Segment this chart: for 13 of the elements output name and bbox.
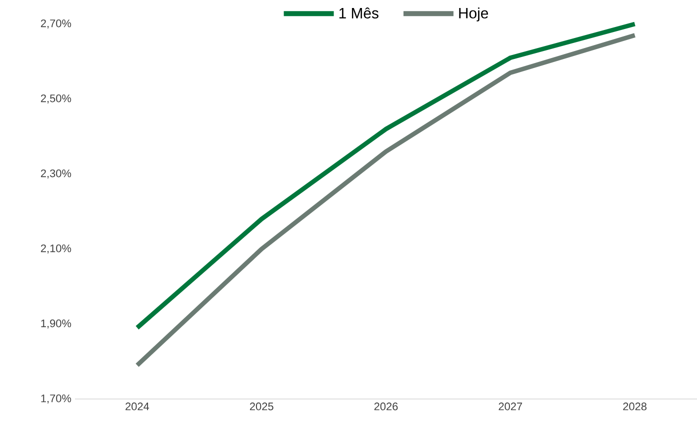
- x-tick-label: 2024: [126, 402, 150, 410]
- y-tick-label: 1,70%: [41, 394, 72, 404]
- y-tick-label: 2,30%: [40, 169, 72, 179]
- y-tick-label: 2,50%: [40, 94, 72, 104]
- x-tick-label: 2027: [498, 402, 522, 410]
- y-tick-label: 2,70%: [40, 19, 72, 29]
- x-tick-label: 2026: [374, 402, 398, 410]
- legend-label: 1 Mês: [339, 7, 378, 18]
- y-tick-label: 2,10%: [40, 244, 72, 254]
- x-tick-label: 2025: [250, 402, 274, 410]
- legend-label: Hoje: [459, 7, 488, 22]
- y-tick-label: 1,90%: [41, 319, 72, 329]
- x-tick-label: 2028: [623, 402, 647, 410]
